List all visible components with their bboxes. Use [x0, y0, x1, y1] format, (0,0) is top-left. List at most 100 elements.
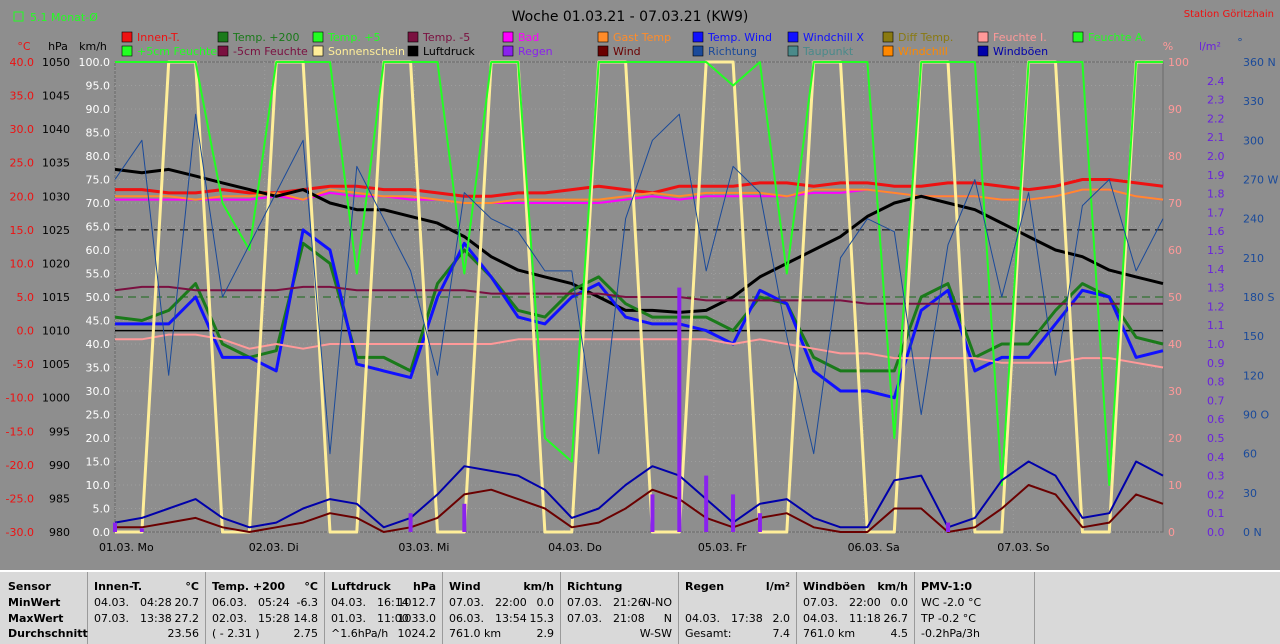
pressure-tick-label: 1005 — [42, 358, 70, 371]
station-name: Station Göritzhain — [1184, 9, 1274, 20]
durchschnitt-label: Durchschnitt — [8, 627, 88, 640]
wind-tick-label: 70.0 — [86, 197, 111, 210]
rain-tick-label: 0.5 — [1207, 432, 1225, 445]
temp-tick-label: -5.0 — [13, 358, 34, 371]
rain-bar — [408, 513, 413, 532]
stats-column-unit: km/h — [523, 580, 554, 593]
legend-label: Diff Temp. — [898, 31, 953, 44]
temp-tick-label: -20.0 — [6, 459, 34, 472]
legend-label: Sonnenschein — [328, 45, 405, 58]
rain-bar — [139, 528, 144, 532]
stats-column-unit: °C — [304, 580, 318, 593]
rain-tick-label: 1.3 — [1207, 282, 1225, 295]
stats-row: Gesamt: 7.4 — [679, 626, 796, 642]
direction-tick-label: 180 S — [1243, 291, 1274, 304]
series-line-wind — [115, 484, 1164, 533]
wind-tick-label: 100.0 — [79, 56, 111, 69]
stats-row: 04.03. 17:38 2.0 — [679, 611, 796, 627]
rain-axis-unit: l/m² — [1199, 40, 1221, 53]
series-line-gast-temp — [115, 188, 1164, 204]
stats-time: 15:28 — [258, 611, 290, 625]
stats-value: 2.9 — [536, 627, 555, 640]
legend-label: Temp. -5 — [422, 31, 470, 44]
legend-swatch — [597, 31, 609, 43]
stats-column-header: Regen l/m² — [679, 572, 796, 595]
stats-column-header: Richtung — [561, 572, 678, 595]
day-label: 06.03. Sa — [848, 541, 900, 554]
stats-value: N — [663, 611, 672, 625]
stats-date: TP -0.2 °C — [921, 611, 976, 625]
stats-row: WC -2.0 °C — [915, 595, 1034, 611]
rain-tick-label: 2.4 — [1207, 75, 1225, 88]
direction-tick-label: 150 — [1243, 330, 1264, 343]
stats-date: 761.0 km — [449, 627, 502, 640]
maxwert-label: MaxWert — [8, 611, 64, 625]
stats-date: 01.03. — [331, 611, 366, 625]
stats-value: 4.5 — [890, 627, 909, 640]
legend-label: -5cm Feuchte — [233, 45, 308, 58]
stats-time: 17:38 — [731, 611, 763, 625]
rain-bar — [677, 287, 682, 532]
rain-tick-label: 1.8 — [1207, 188, 1225, 201]
stats-column-header: PMV-1:0 — [915, 572, 1034, 595]
stats-date: ( - 2.31 ) — [212, 627, 260, 640]
stats-value: -6.3 — [296, 596, 318, 609]
rain-tick-label: 0.6 — [1207, 413, 1225, 426]
stats-date: 04.03. — [685, 611, 720, 625]
wind-tick-label: 10.0 — [86, 479, 111, 492]
stats-value: 2.75 — [293, 627, 319, 640]
stats-row: ( - 2.31 ) 2.75 — [206, 626, 324, 642]
stats-column-header: Wind km/h — [443, 572, 560, 595]
legend-swatch — [882, 31, 894, 43]
stats-column-temp-200: Temp. +200 °C 06.03. 05:24 -6.3 02.03. 15:28 14… — [206, 572, 325, 644]
rain-tick-label: 1.9 — [1207, 169, 1225, 182]
stats-row: 23.56 — [88, 626, 205, 642]
legend-swatch — [502, 45, 514, 57]
series-line-feuchte-i- — [115, 333, 1164, 369]
wind-tick-label: 20.0 — [86, 432, 111, 445]
direction-tick-label: 300 — [1243, 134, 1264, 147]
stats-date: 07.03. — [567, 596, 602, 609]
chart-title: Woche 01.03.21 - 07.03.21 (KW9) — [512, 9, 749, 25]
wind-tick-label: 55.0 — [86, 268, 111, 281]
stats-date: WC -2.0 °C — [921, 596, 982, 609]
stats-value: 26.7 — [883, 611, 909, 625]
wind-tick-label: 35.0 — [86, 362, 111, 375]
stats-column-header: Temp. +200 °C — [206, 572, 324, 595]
stats-column-title: Temp. +200 — [212, 580, 286, 593]
pressure-tick-label: 980 — [49, 526, 70, 539]
temp-tick-label: -25.0 — [6, 492, 34, 505]
stats-date: 07.03. — [803, 596, 838, 609]
series-line-innen-t- — [115, 178, 1164, 198]
stats-row-labels: Sensor MinWert MaxWert Durchschnitt — [0, 572, 88, 644]
stats-row: 04.03. 04:28 20.7 — [88, 595, 205, 611]
legend-label: Gast Temp — [613, 31, 671, 44]
rain-tick-label: 0.7 — [1207, 394, 1225, 407]
stats-time: 16:14 — [377, 596, 409, 609]
monthly-toggle-label: 5.1 Monat-Ø — [30, 11, 98, 24]
stats-value: 15.3 — [529, 611, 555, 625]
direction-tick-label: 120 — [1243, 369, 1264, 382]
rain-bar — [462, 503, 467, 532]
pressure-tick-label: 1020 — [42, 257, 70, 270]
stats-value: 2.0 — [772, 611, 791, 625]
wind-tick-label: 0.0 — [93, 526, 111, 539]
temp-tick-label: -10.0 — [6, 392, 34, 405]
pressure-tick-label: 1025 — [42, 224, 70, 237]
day-label: 05.03. Fr — [698, 541, 747, 554]
wind-tick-label: 65.0 — [86, 221, 111, 234]
pressure-tick-label: 1015 — [42, 291, 70, 304]
temp-tick-label: 15.0 — [10, 224, 35, 237]
stats-value: 1024.2 — [397, 627, 437, 640]
legend-swatch — [787, 45, 799, 57]
wind-tick-label: 50.0 — [86, 291, 111, 304]
stats-column-header: Luftdruck hPa — [325, 572, 442, 595]
stats-row: 02.03. 15:28 14.8 — [206, 611, 324, 627]
rain-tick-label: 0.4 — [1207, 451, 1225, 464]
stats-time: 13:38 — [140, 611, 172, 625]
legend-label: Temp. +5 — [327, 31, 381, 44]
humidity-tick-label: 0 — [1168, 526, 1175, 539]
stats-time: 21:26 — [613, 596, 645, 609]
temp-tick-label: 25.0 — [10, 157, 35, 170]
direction-tick-label: 270 W — [1243, 174, 1278, 187]
